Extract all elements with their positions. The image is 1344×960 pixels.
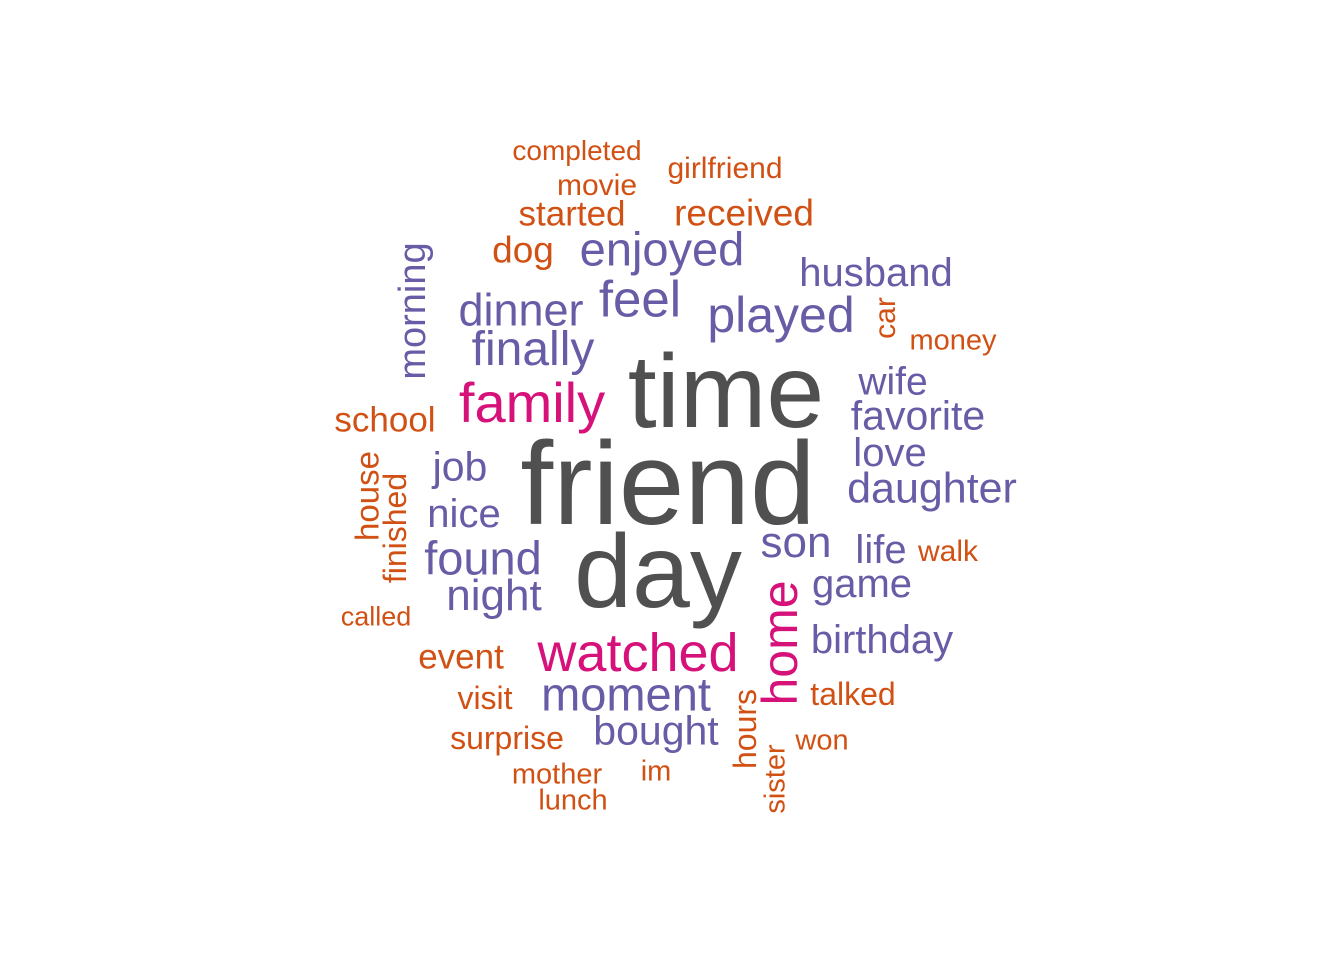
word-day: day bbox=[574, 514, 742, 630]
word-car: car bbox=[869, 297, 902, 339]
word-talked: talked bbox=[810, 676, 896, 712]
word-found: found bbox=[424, 531, 542, 585]
word-finished: finished bbox=[377, 472, 413, 584]
word-event: event bbox=[418, 637, 504, 677]
word-son: son bbox=[760, 518, 832, 567]
word-played: played bbox=[707, 287, 855, 343]
word-completed: completed bbox=[512, 135, 642, 166]
word-daughter: daughter bbox=[847, 464, 1017, 513]
word-received: received bbox=[674, 192, 814, 234]
word-im: im bbox=[640, 755, 672, 788]
word-birthday: birthday bbox=[810, 618, 954, 662]
word-finally: finally bbox=[471, 323, 595, 376]
word-won: won bbox=[795, 724, 849, 757]
word-watched: watched bbox=[537, 623, 739, 683]
word-family: family bbox=[458, 371, 606, 434]
word-bought: bought bbox=[593, 707, 719, 754]
word-called: called bbox=[340, 601, 412, 632]
word-favorite: favorite bbox=[850, 392, 986, 439]
word-lunch: lunch bbox=[538, 784, 608, 817]
word-moment: moment bbox=[541, 667, 711, 721]
word-walk: walk bbox=[917, 535, 979, 568]
word-mother: mother bbox=[511, 758, 603, 791]
word-game: game bbox=[811, 562, 913, 606]
word-started: started bbox=[518, 194, 626, 234]
word-friend: friend bbox=[520, 418, 816, 550]
word-job: job bbox=[432, 443, 488, 490]
word-love: love bbox=[853, 431, 927, 475]
word-sister: sister bbox=[759, 744, 792, 814]
word-surprise: surprise bbox=[450, 720, 564, 756]
word-enjoyed: enjoyed bbox=[579, 222, 745, 276]
word-money: money bbox=[909, 324, 997, 357]
word-nice: nice bbox=[427, 492, 501, 536]
word-feel: feel bbox=[598, 270, 682, 328]
word-dog: dog bbox=[492, 229, 554, 271]
word-life: life bbox=[855, 528, 907, 572]
word-night: night bbox=[446, 571, 542, 620]
word-morning: morning bbox=[392, 242, 434, 380]
word-dinner: dinner bbox=[458, 284, 584, 336]
word-time: time bbox=[627, 334, 825, 450]
word-husband: husband bbox=[799, 251, 953, 295]
word-home: home bbox=[752, 580, 808, 706]
word-visit: visit bbox=[457, 680, 513, 716]
word-wife: wife bbox=[858, 360, 928, 404]
word-school: school bbox=[334, 400, 436, 440]
word-hours: hours bbox=[727, 688, 763, 770]
word-movie: movie bbox=[556, 169, 638, 202]
word-girlfriend: girlfriend bbox=[667, 152, 783, 185]
